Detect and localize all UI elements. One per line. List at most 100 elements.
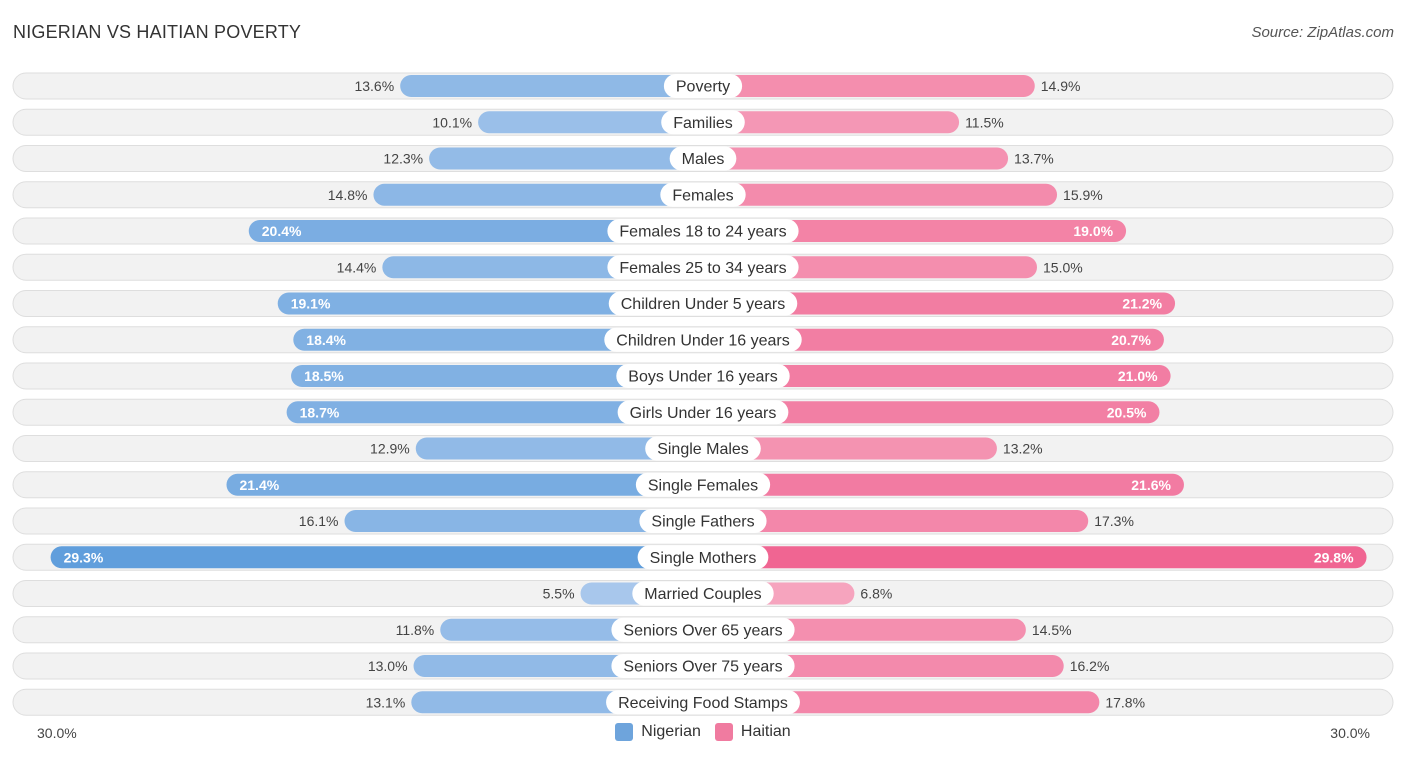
- value-label-haitian: 15.0%: [1043, 259, 1083, 275]
- value-label-haitian: 14.9%: [1041, 78, 1081, 94]
- category-label: Females: [672, 187, 733, 204]
- category-pill: [645, 436, 761, 461]
- bar-haitian: [703, 328, 1164, 351]
- value-label-haitian: 19.0%: [1073, 223, 1113, 239]
- bar-nigerian: [293, 328, 703, 351]
- bar-nigerian: [478, 111, 703, 134]
- bar-haitian: [703, 473, 1184, 496]
- axis-left-label: 30.0%: [37, 725, 77, 741]
- category-label: Females 25 to 34 years: [619, 260, 786, 277]
- axis-right-label: 30.0%: [1330, 725, 1370, 741]
- value-label-haitian: 17.3%: [1094, 513, 1134, 529]
- chart-row: 10.1% 11.5% Families: [12, 108, 1394, 136]
- chart-row: 13.1% 17.8% Receiving Food Stamps: [12, 688, 1394, 716]
- value-label-nigerian: 16.1%: [299, 513, 339, 529]
- category-label: Females 18 to 24 years: [619, 224, 786, 241]
- bar-haitian: [703, 401, 1160, 424]
- category-label: Boys Under 16 years: [628, 369, 777, 386]
- value-label-nigerian: 21.4%: [239, 477, 279, 493]
- chart-row: 18.7% 20.5% Girls Under 16 years: [12, 398, 1394, 426]
- category-label: Children Under 5 years: [621, 296, 786, 313]
- category-label: Single Females: [648, 477, 758, 494]
- value-label-haitian: 20.7%: [1111, 332, 1151, 348]
- category-label: Married Couples: [644, 586, 761, 603]
- value-label-nigerian: 13.0%: [368, 658, 408, 674]
- category-label: Single Fathers: [651, 514, 754, 531]
- bar-nigerian: [373, 183, 703, 206]
- chart-row: 21.4% 21.6% Single Females: [12, 471, 1394, 499]
- category-pill: [616, 364, 790, 388]
- bar-nigerian: [277, 292, 703, 315]
- chart-row: 18.5% 21.0% Boys Under 16 years: [12, 362, 1394, 390]
- category-pill: [637, 545, 769, 570]
- bar-nigerian: [286, 401, 703, 424]
- category-pill: [635, 472, 771, 497]
- value-label-nigerian: 18.4%: [306, 332, 346, 348]
- chart-row: 11.8% 14.5% Seniors Over 65 years: [12, 616, 1394, 644]
- bar-haitian: [703, 546, 1367, 569]
- bar-haitian: [703, 437, 997, 460]
- bar-nigerian: [248, 220, 703, 242]
- category-pill: [617, 400, 789, 425]
- category-label: Families: [673, 115, 733, 132]
- chart-row: 29.3% 29.8% Single Mothers: [12, 543, 1394, 571]
- value-label-nigerian: 5.5%: [543, 586, 575, 602]
- category-pill: [632, 581, 774, 606]
- value-label-nigerian: 14.4%: [337, 259, 377, 275]
- category-label: Single Mothers: [650, 550, 757, 567]
- bar-haitian: [703, 75, 1035, 97]
- value-label-nigerian: 14.8%: [328, 187, 368, 203]
- chart-row: 13.0% 16.2% Seniors Over 75 years: [12, 652, 1394, 680]
- legend-swatch-haitian: [714, 723, 733, 741]
- legend-label-nigerian: Nigerian: [641, 723, 701, 740]
- bar-haitian: [703, 147, 1009, 170]
- chart-title: NIGERIAN VS HAITIAN POVERTY: [13, 22, 302, 42]
- value-label-haitian: 13.7%: [1014, 151, 1054, 167]
- chart-row: 18.4% 20.7% Children Under 16 years: [12, 326, 1394, 354]
- value-label-haitian: 15.9%: [1063, 187, 1103, 203]
- chart-row: 12.3% 13.7% Males: [12, 145, 1394, 172]
- category-pill: [607, 255, 799, 280]
- bar-nigerian: [226, 473, 703, 496]
- category-label: Poverty: [676, 79, 730, 96]
- value-label-haitian: 29.8%: [1314, 549, 1354, 565]
- chart-row: 19.1% 21.2% Children Under 5 years: [12, 290, 1394, 317]
- value-label-haitian: 17.8%: [1105, 694, 1145, 710]
- bar-nigerian: [400, 75, 703, 97]
- chart-row: 5.5% 6.8% Married Couples: [12, 580, 1394, 607]
- category-label: Children Under 16 years: [616, 332, 789, 349]
- value-label-nigerian: 18.5%: [304, 368, 344, 384]
- legend-item-haitian[interactable]: Haitian: [714, 723, 791, 741]
- category-label: Single Males: [657, 441, 749, 458]
- value-label-nigerian: 13.6%: [354, 78, 394, 94]
- category-pill: [639, 509, 767, 533]
- value-label-haitian: 21.0%: [1118, 368, 1158, 384]
- value-label-nigerian: 19.1%: [291, 296, 331, 312]
- legend-swatch-nigerian: [615, 723, 634, 741]
- value-label-haitian: 6.8%: [860, 586, 892, 602]
- category-pill: [604, 327, 802, 352]
- bar-haitian: [703, 691, 1100, 714]
- legend-item-nigerian[interactable]: Nigerian: [615, 723, 701, 741]
- chart-row: 14.4% 15.0% Females 25 to 34 years: [12, 253, 1394, 281]
- category-pill: [607, 219, 799, 243]
- value-label-nigerian: 29.3%: [64, 549, 104, 565]
- legend-label-haitian: Haitian: [740, 723, 791, 740]
- value-label-haitian: 21.6%: [1131, 477, 1171, 493]
- category-label: Seniors Over 65 years: [623, 622, 782, 639]
- bar-haitian: [703, 220, 1127, 242]
- category-label: Girls Under 16 years: [630, 405, 777, 422]
- value-label-haitian: 14.5%: [1032, 622, 1072, 638]
- value-label-haitian: 21.2%: [1122, 296, 1162, 312]
- bar-nigerian: [291, 365, 703, 387]
- value-label-nigerian: 12.9%: [370, 441, 410, 457]
- chart-row: 13.6% 14.9% Poverty: [12, 72, 1394, 100]
- chart-row: 12.9% 13.2% Single Males: [12, 435, 1394, 462]
- source-credit: Source: ZipAtlas.com: [1251, 24, 1394, 41]
- category-label: Seniors Over 75 years: [623, 659, 782, 676]
- chart-row: 20.4% 19.0% Females 18 to 24 years: [12, 217, 1394, 245]
- value-label-haitian: 13.2%: [1003, 441, 1043, 457]
- chart-row: 14.8% 15.9% Females: [12, 181, 1394, 209]
- category-pill: [661, 110, 745, 135]
- value-label-nigerian: 20.4%: [262, 223, 302, 239]
